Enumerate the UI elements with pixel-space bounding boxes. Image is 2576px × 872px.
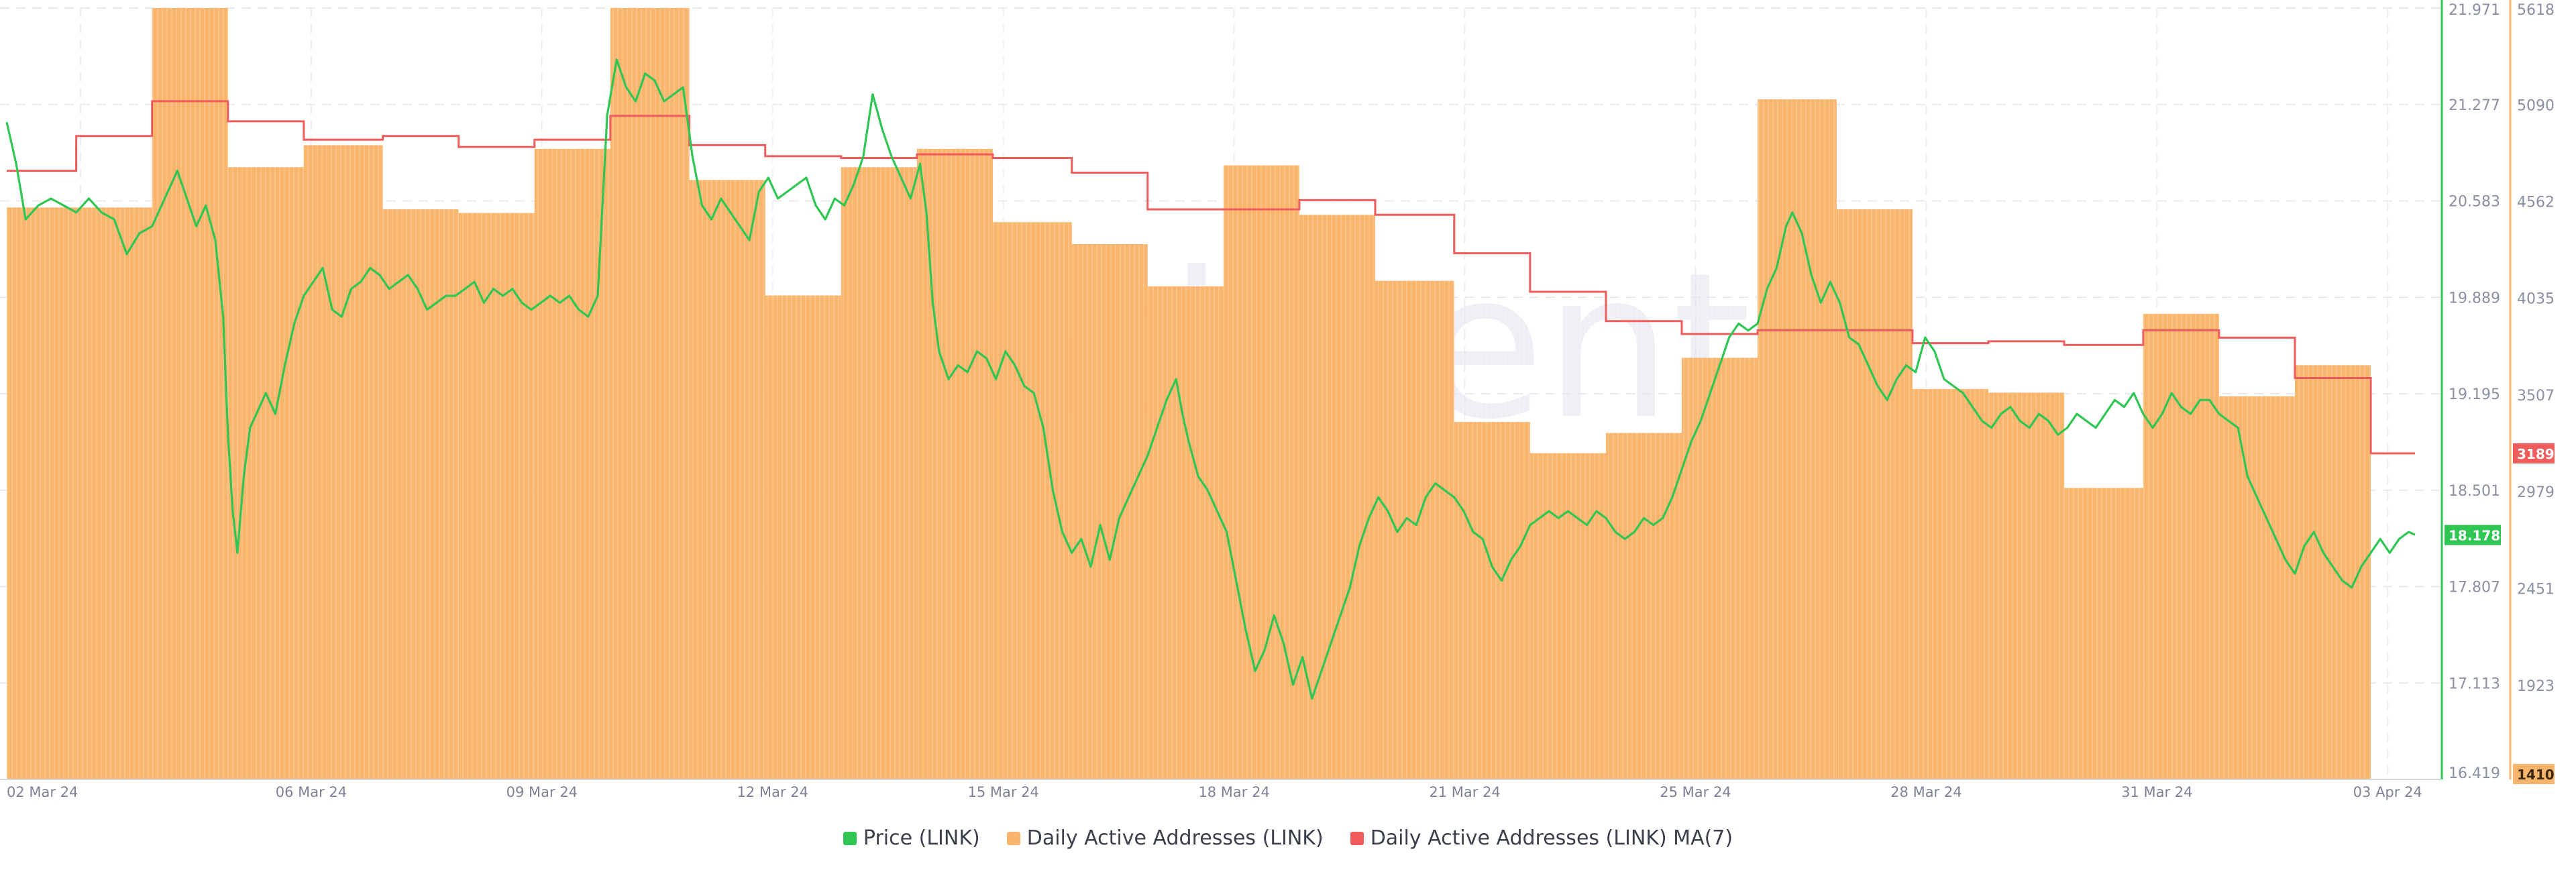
address-bar [992, 222, 1072, 779]
x-tick-label: 25 Mar 24 [1660, 784, 1731, 800]
address-bar [2218, 396, 2295, 779]
legend: Price (LINK) Daily Active Addresses (LIN… [0, 826, 2576, 850]
address-bar [1529, 453, 1606, 779]
price-tick-label: 21.971 [2449, 2, 2500, 19]
x-tick-label: 06 Mar 24 [276, 784, 347, 800]
address-bar [1912, 388, 1988, 779]
x-tick-label: 02 Mar 24 [7, 784, 78, 800]
address-tick-label: 4035 [2517, 291, 2555, 308]
address-bar [1605, 433, 1682, 779]
legend-item-ma[interactable]: Daily Active Addresses (LINK) MA(7) [1350, 826, 1733, 850]
x-tick-label: 15 Mar 24 [967, 784, 1038, 800]
address-bar [1071, 243, 1148, 779]
price-polyline [5, 58, 2416, 700]
addresses-last-badge: 1410 [2517, 767, 2555, 783]
price-tick-label: 19.889 [2449, 290, 2500, 307]
address-bar [765, 295, 841, 780]
address-bar [382, 209, 459, 779]
legend-swatch-price [843, 831, 857, 845]
address-bar [610, 8, 690, 779]
price-line [5, 58, 2416, 700]
x-tick-label: 18 Mar 24 [1198, 784, 1269, 800]
address-bar [689, 180, 765, 779]
address-tick-label: 2451 [2517, 582, 2555, 598]
address-bar [2064, 488, 2143, 779]
address-bar [458, 213, 535, 779]
legend-swatch-addresses [1006, 831, 1020, 845]
price-tick-label: 17.807 [2449, 580, 2500, 596]
legend-label-ma: Daily Active Addresses (LINK) MA(7) [1370, 826, 1733, 850]
x-tick-label: 03 Apr 24 [2353, 784, 2422, 800]
address-tick-label: 4562 [2517, 195, 2555, 211]
x-tick-label: 28 Mar 24 [1890, 784, 1962, 800]
price-tick-label: 18.501 [2449, 483, 2500, 500]
address-bar [1147, 286, 1224, 779]
address-bar [1223, 165, 1299, 779]
address-bar [1681, 358, 1758, 779]
x-tick-label: 12 Mar 24 [737, 784, 808, 800]
x-tick-label: 09 Mar 24 [506, 784, 578, 800]
address-bar [152, 8, 228, 779]
address-tick-label: 1923 [2517, 678, 2555, 695]
address-bar [2143, 313, 2219, 779]
price-tick-label: 19.195 [2449, 386, 2500, 403]
address-bar [1375, 280, 1454, 779]
price-tick-label: 17.113 [2449, 675, 2500, 692]
price-tick-label: 20.583 [2449, 194, 2500, 211]
ma7-line [7, 100, 2415, 455]
address-bar [534, 148, 610, 779]
axes: 21.971 21.277 20.583 19.889 19.195 18.501 17.8… [0, 0, 2555, 800]
price-tick-label: 16.419 [2449, 765, 2500, 782]
legend-label-addresses: Daily Active Addresses (LINK) [1026, 826, 1324, 850]
address-tick-label: 2979 [2517, 484, 2555, 501]
price-last-badge: 18.178 [2449, 528, 2500, 544]
ma-last-badge-bg [2513, 443, 2555, 464]
ma-last-badge: 3189 [2517, 446, 2555, 462]
address-tick-label: 5618 [2517, 2, 2555, 19]
legend-label-price: Price (LINK) [863, 826, 980, 850]
address-bar [1299, 215, 1375, 779]
address-tick-label: 5090 [2517, 97, 2555, 114]
address-bar [303, 145, 383, 779]
value-badges: 18.178 3189 1410 [2445, 443, 2555, 784]
ma7-polyline [7, 100, 2415, 455]
x-tick-label: 31 Mar 24 [2121, 784, 2192, 800]
legend-item-price[interactable]: Price (LINK) [843, 826, 980, 850]
address-bar [1454, 422, 1530, 779]
address-bar [1836, 209, 1913, 779]
address-bar [227, 167, 304, 779]
address-bar [1758, 99, 1837, 780]
price-tick-label: 21.277 [2449, 97, 2500, 114]
addresses-last-badge-bg [2513, 764, 2555, 784]
price-last-badge-bg [2445, 525, 2501, 545]
address-bar [1988, 392, 2065, 779]
address-tick-label: 3507 [2517, 388, 2555, 404]
x-tick-label: 21 Mar 24 [1429, 784, 1500, 800]
address-bar [841, 167, 917, 779]
legend-swatch-ma [1350, 831, 1364, 845]
active-addresses-bars [2, 8, 2371, 780]
address-bar [7, 207, 152, 780]
legend-item-addresses[interactable]: Daily Active Addresses (LINK) [1006, 826, 1324, 850]
